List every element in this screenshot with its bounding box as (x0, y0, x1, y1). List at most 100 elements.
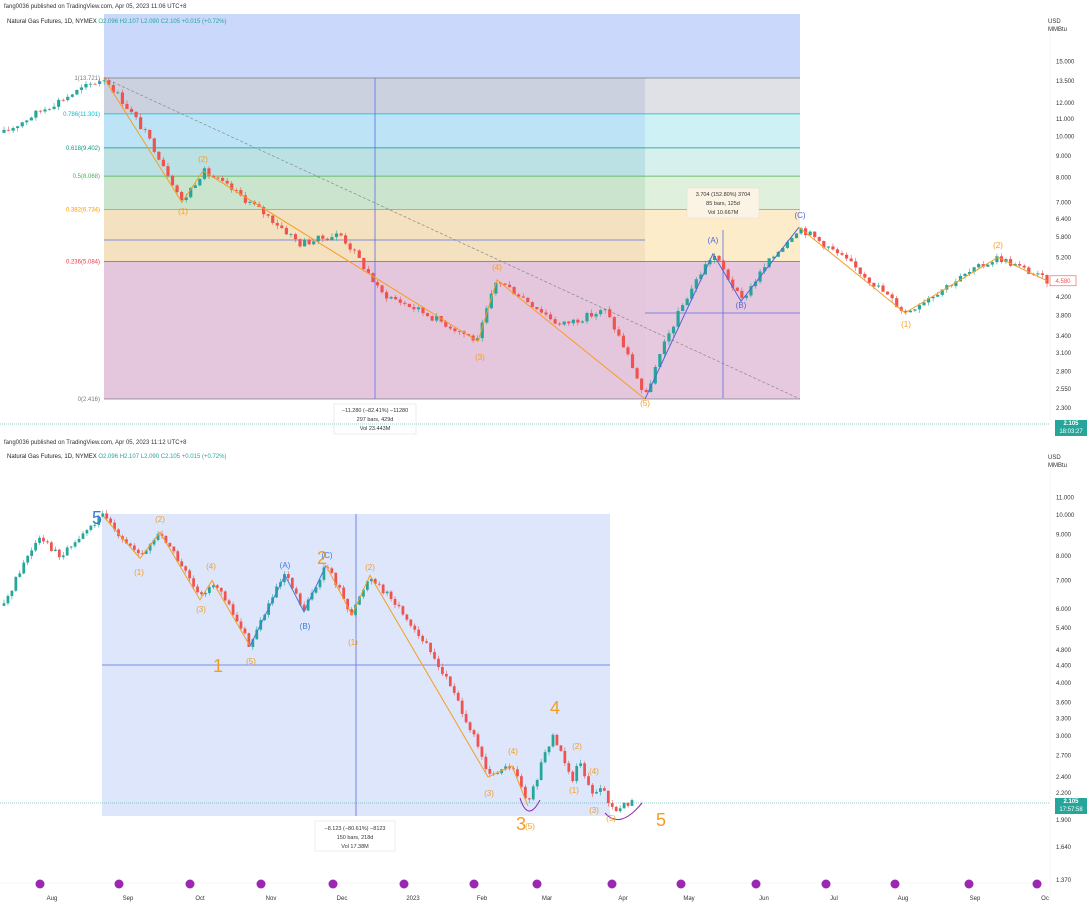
candle-body (215, 585, 219, 588)
candle-body (303, 239, 307, 247)
candle-body (496, 773, 500, 775)
bottom-arc (604, 802, 643, 821)
candle-body (175, 185, 179, 193)
candle-body (517, 294, 521, 297)
instrument-header: Natural Gas Futures, 1D, NYMEX O2.096 H2… (7, 454, 226, 460)
candle-body (437, 658, 440, 668)
candle-body (433, 652, 436, 659)
fib-level-label: 0.236(5.084) (66, 259, 100, 265)
candle-body (129, 108, 134, 112)
candle-body (831, 246, 835, 250)
wave2-line (249, 565, 327, 647)
price-tick-label: 2.200 (1056, 791, 1072, 797)
time-tick-label: Oc (1041, 896, 1049, 902)
candle-body (216, 177, 220, 179)
candle-body (981, 264, 985, 267)
candle-body (735, 287, 739, 291)
candle-body (136, 549, 140, 554)
wave-label: (C) (321, 551, 332, 560)
measure-range-top-bg (104, 14, 800, 78)
ohlc-values: O2.096 H2.107 L2.090 C2.105 +0.015 (+0.7… (98, 19, 227, 25)
candle-body (640, 378, 644, 390)
fib-level-label: 1(13.721) (74, 76, 100, 82)
candle-body (225, 180, 229, 184)
candle-body (202, 168, 206, 179)
event-marker-icon (532, 879, 542, 889)
candle-body (626, 802, 630, 806)
candle-body (610, 803, 614, 807)
measure-up-info-line: 3.704 (152.80%) 3704 (696, 192, 750, 198)
candle-body (403, 302, 407, 304)
candle-body (20, 122, 24, 127)
candle-body (377, 583, 381, 585)
wave-label: (3) (196, 605, 206, 614)
price-tick-label: 3.000 (1056, 734, 1072, 740)
candle-body (543, 752, 547, 763)
candle-body (310, 592, 314, 600)
candle-body (401, 606, 405, 615)
candle-body (29, 117, 33, 121)
price-tick-label: 2.400 (1056, 775, 1072, 781)
candle-body (826, 246, 830, 248)
candle-body (66, 96, 70, 101)
candle-body (583, 763, 586, 777)
candle-body (144, 550, 148, 554)
wave-label: (2) (993, 241, 1003, 250)
candle-body (890, 294, 894, 299)
candle-body (381, 584, 385, 594)
candle-body (373, 578, 377, 584)
price-tick-label: 2.700 (1056, 753, 1072, 759)
candle-body (986, 264, 990, 267)
time-tick-label: Sep (970, 896, 981, 902)
candle-body (221, 177, 225, 181)
wave-label: (5) (246, 657, 256, 666)
candle-body (785, 241, 789, 248)
candle-body (11, 128, 15, 131)
price-tick-label: 1.640 (1056, 845, 1072, 851)
candle-body (168, 542, 172, 547)
candle-body (61, 99, 65, 101)
candle-body (284, 227, 288, 235)
candle-body (576, 319, 580, 323)
wave-label: (B) (736, 301, 747, 310)
candle-body (243, 195, 247, 203)
candle-body (73, 542, 77, 547)
candle-body (813, 231, 817, 238)
candle-body (334, 233, 339, 238)
current-price-tag-label: 4.580 (1055, 279, 1071, 285)
candle-body (531, 786, 535, 800)
candle-body (134, 111, 138, 118)
candle-body (421, 307, 425, 314)
price-tick-label: 6.400 (1056, 217, 1072, 223)
candle-body (50, 542, 53, 552)
candle-body (485, 308, 489, 323)
candle-body (161, 159, 165, 167)
candle-body (111, 85, 115, 93)
major-wave-label: 2 (317, 548, 327, 568)
candle-body (456, 692, 460, 701)
candle-body (84, 83, 88, 88)
candle-body (326, 567, 330, 569)
price-tick-label: 3.400 (1056, 334, 1072, 340)
candle-body (562, 321, 566, 325)
candle-body (312, 241, 316, 245)
time-tick-label: Apr (618, 896, 627, 902)
price-tick-label: 7.000 (1056, 200, 1072, 206)
candle-body (520, 776, 523, 787)
price-tick-label: 2.300 (1056, 406, 1072, 412)
candle-body (527, 798, 531, 800)
candle-body (558, 323, 562, 325)
candle-body (52, 106, 56, 109)
candle-body (480, 322, 484, 339)
candle-body (990, 262, 994, 265)
candle-body (630, 800, 634, 806)
event-marker-icon (114, 879, 124, 889)
price-tick-label: 3.800 (1056, 313, 1072, 319)
wave-label: (A) (708, 236, 719, 245)
candle-body (539, 309, 544, 313)
candle-body (16, 126, 20, 129)
candle-body (375, 282, 380, 286)
wave-label: (2) (365, 563, 375, 572)
candle-body (603, 309, 607, 311)
candle-body (622, 802, 626, 809)
